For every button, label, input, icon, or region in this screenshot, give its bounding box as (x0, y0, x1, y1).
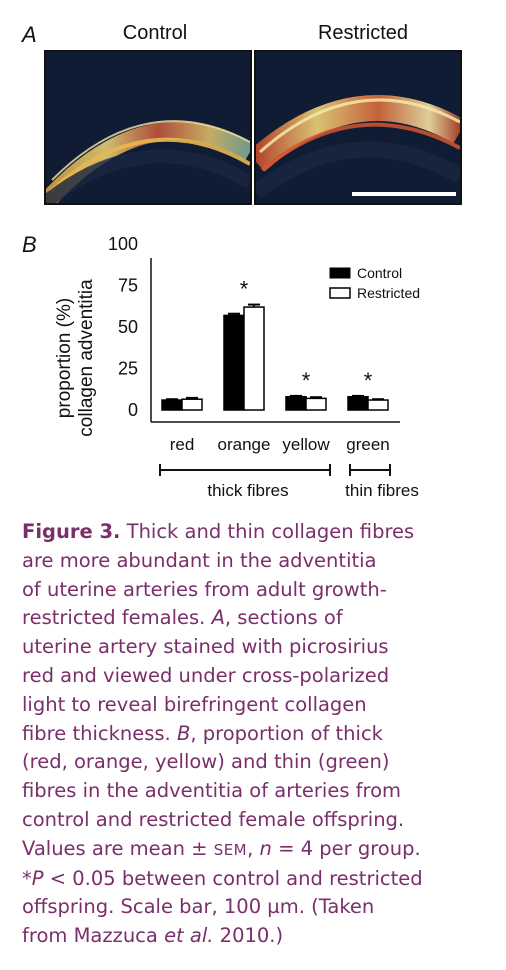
caption-line: Values are mean ± (22, 836, 214, 860)
caption-line: light to reveal birefringent collagen (22, 692, 367, 716)
caption-etal: et al. (164, 924, 214, 948)
caption-line: red and viewed under cross-polarized (22, 663, 390, 687)
bar-restricted-red (181, 398, 203, 411)
caption-line: fibres in the adventitia of arteries fro… (22, 779, 402, 803)
thin-fibres-bracket (349, 464, 391, 476)
significance-marker: * (302, 368, 311, 393)
caption-line: , proportion of thick (190, 721, 383, 745)
thick-fibres-label: thick fibres (207, 481, 288, 500)
x-category-label-yellow: yellow (282, 435, 330, 454)
bar-chart: proportion (%) collagen adventitia 0 25 50… (54, 234, 420, 500)
caption-n: n (259, 836, 272, 860)
caption-title: Figure 3. (22, 520, 121, 543)
caption-line: restricted females. (22, 606, 206, 630)
y-tick-label: 25 (118, 359, 138, 379)
caption-line: , sections of (224, 606, 343, 630)
caption-line: , (247, 836, 260, 860)
bar-control-orange (223, 314, 245, 411)
caption-panel-ref: A (211, 606, 225, 630)
control-micrograph (44, 50, 252, 205)
caption-panel-ref: B (176, 721, 191, 745)
y-tick-label: 50 (118, 317, 138, 337)
caption-p: P (31, 866, 44, 890)
legend-swatch-control (329, 267, 351, 279)
caption-line: are more abundant in the adventitia (22, 548, 377, 572)
x-category-label-orange: orange (218, 435, 271, 454)
legend-swatch-restricted (329, 287, 351, 299)
restricted-micrograph (254, 50, 462, 205)
caption-line: Thick and thin collagen fibres (120, 520, 415, 543)
caption-line: control and restricted female offspring. (22, 807, 405, 831)
bar-restricted-orange (243, 306, 265, 411)
legend-label-restricted: Restricted (357, 285, 420, 301)
scale-bar (352, 192, 456, 196)
caption-sem: SEM (213, 840, 248, 859)
control-image-label: Control (122, 22, 188, 44)
caption-line: 2010.) (213, 924, 284, 948)
bar-restricted-yellow (305, 397, 327, 411)
legend-label-control: Control (357, 265, 402, 281)
caption-line: from Mazzuca (22, 924, 165, 948)
bar-control-red (161, 399, 183, 411)
significance-marker: * (364, 368, 373, 393)
caption-line: (red, orange, yellow) and thin (green) (22, 750, 390, 774)
bar-control-green (347, 395, 369, 411)
y-tick-label: 100 (108, 234, 138, 254)
x-category-label-green: green (346, 435, 389, 454)
caption-star: * (22, 866, 32, 890)
caption-line: = 4 per group. (271, 836, 421, 860)
bar-restricted-green (367, 399, 389, 411)
y-axis-label-2: collagen adventitia (76, 279, 97, 437)
caption-line: of uterine arteries from adult growth- (22, 577, 387, 601)
x-category-label-red: red (170, 435, 195, 454)
caption-line: uterine artery stained with picrosirius (22, 635, 389, 659)
restricted-image-label: Restricted (317, 22, 409, 44)
y-tick-label: 0 (128, 400, 138, 420)
bar-control-yellow (285, 395, 307, 411)
y-tick-label: 75 (118, 276, 138, 296)
caption-line: < 0.05 between control and restricted (43, 866, 423, 890)
thin-fibres-label: thin fibres (345, 481, 419, 500)
significance-marker: * (240, 277, 249, 302)
caption-line: offspring. Scale bar, 100 µm. (Taken (22, 895, 375, 919)
figure-caption: Figure 3. Thick and thin collagen fibres… (22, 518, 492, 951)
panel-a-letter: A (22, 22, 37, 47)
panel-b-letter: B (22, 232, 37, 257)
caption-line: fibre thickness. (22, 721, 171, 745)
thick-fibres-bracket (159, 464, 331, 476)
y-axis-label-1: proportion (%) (54, 298, 75, 418)
